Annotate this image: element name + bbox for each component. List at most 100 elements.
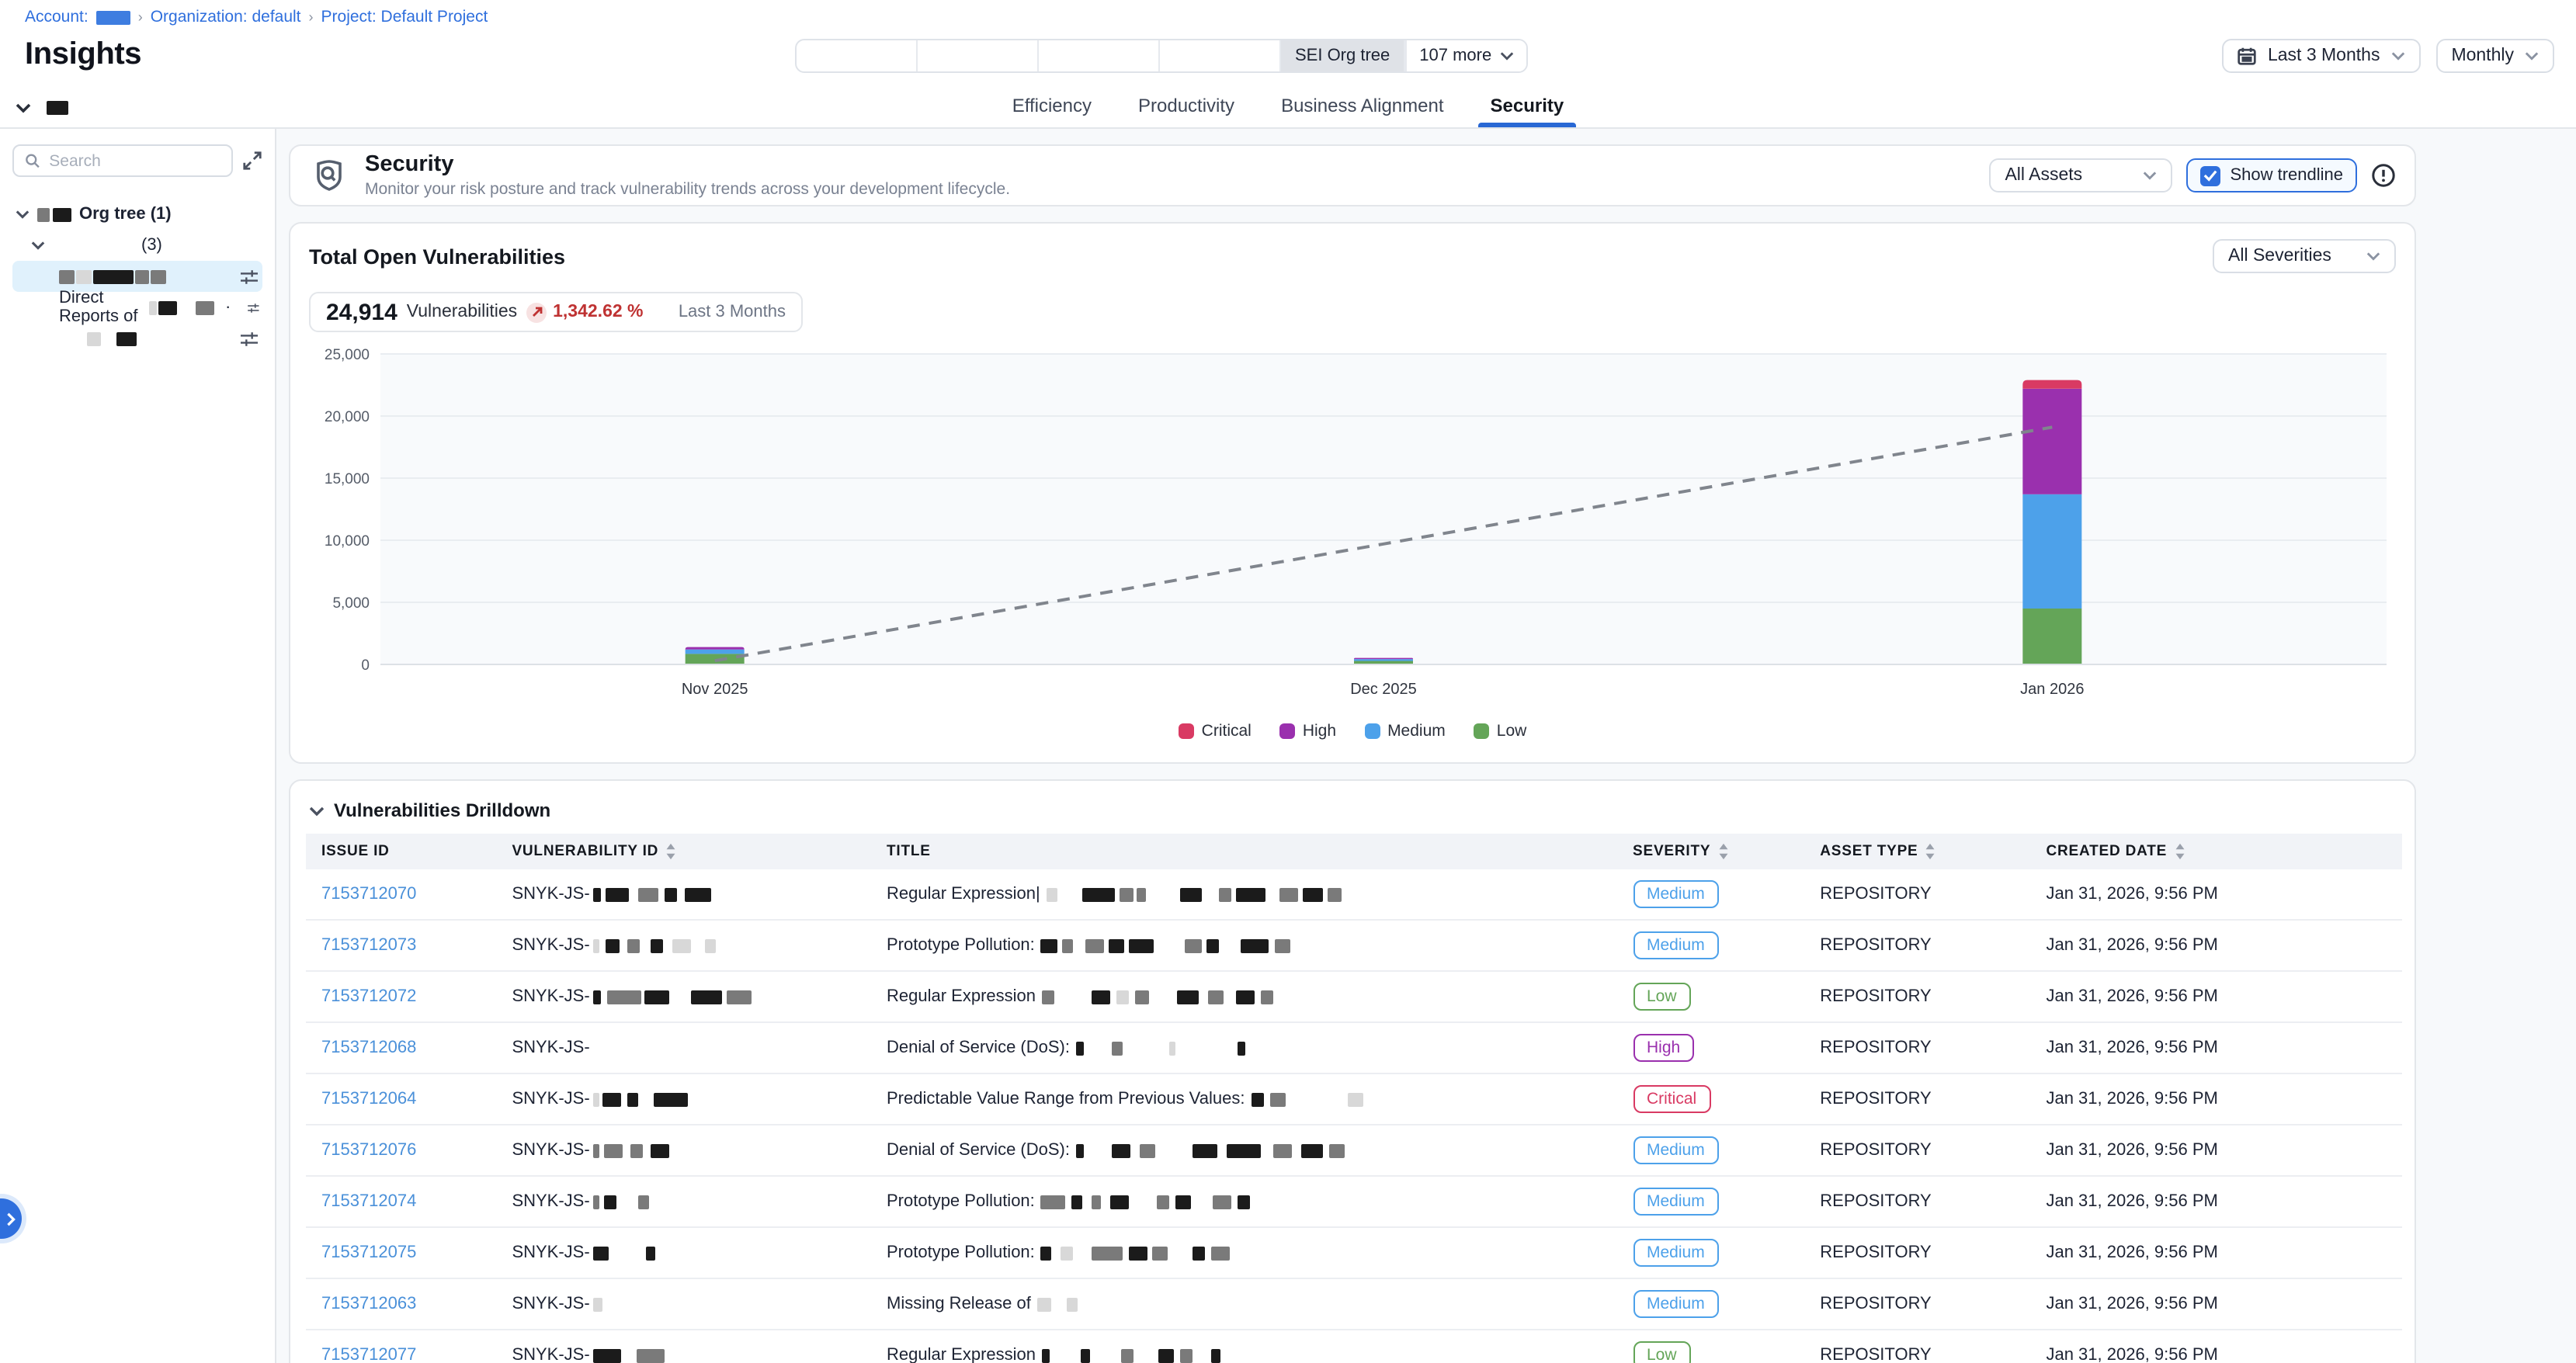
redacted-text — [195, 300, 214, 314]
assets-filter-select[interactable]: All Assets — [1989, 158, 2173, 192]
tree-node-direct-reports[interactable]: Direct Reports of · — [12, 289, 262, 326]
insight-tab-empty[interactable] — [1039, 40, 1160, 71]
redacted-text — [1227, 1143, 1261, 1158]
issue-id-link[interactable]: 7153712074 — [321, 1192, 417, 1211]
breadcrumb-project-link[interactable]: Project: Default Project — [321, 8, 488, 26]
sliders-icon[interactable] — [246, 299, 259, 316]
severity-filter-value: All Severities — [2228, 247, 2331, 265]
search-input[interactable] — [49, 151, 220, 170]
vulnerability-id-cell: SNYK-JS- — [496, 1124, 871, 1176]
sidebar-search[interactable] — [12, 144, 233, 177]
issue-id-link[interactable]: 7153712063 — [321, 1295, 417, 1313]
tree-node-selected[interactable] — [12, 261, 262, 292]
issue-id-link[interactable]: 7153712077 — [321, 1346, 417, 1363]
redacted-text — [1092, 1246, 1123, 1261]
redacted-text — [148, 300, 157, 314]
issue-id-link[interactable]: 7153712070 — [321, 885, 417, 903]
tab-business-alignment[interactable]: Business Alignment — [1281, 95, 1444, 116]
issue-id-link[interactable]: 7153712075 — [321, 1243, 417, 1262]
issue-id-link[interactable]: 7153712064 — [321, 1090, 417, 1108]
redacted-text — [1129, 1246, 1148, 1261]
sliders-icon[interactable] — [239, 268, 259, 285]
legend-item-high[interactable]: High — [1279, 722, 1336, 740]
redacted-text — [1129, 938, 1154, 953]
svg-text:5,000: 5,000 — [332, 595, 370, 612]
tab-security[interactable]: Security — [1477, 88, 1578, 127]
security-section-subtitle: Monitor your risk posture and track vuln… — [365, 179, 1011, 198]
expand-panel-icon[interactable] — [242, 151, 262, 171]
column-header-created-date[interactable]: CREATED DATE — [2030, 834, 2402, 869]
calendar-icon — [2238, 47, 2257, 65]
redacted-text — [650, 1143, 669, 1158]
redacted-text — [1116, 990, 1129, 1004]
insight-tab-empty[interactable] — [797, 40, 918, 71]
table-row: 7153712063 SNYK-JS- Missing Release of Medi… — [306, 1278, 2402, 1330]
tree-node-group[interactable]: (3) — [12, 230, 262, 261]
redacted-text — [690, 990, 722, 1004]
chevron-down-icon — [309, 806, 325, 816]
created-date-cell: Jan 31, 2026, 9:56 PM — [2030, 1073, 2402, 1125]
issue-id-link[interactable]: 7153712073 — [321, 936, 417, 955]
redacted-text — [1092, 990, 1110, 1004]
vulnerability-id-cell: SNYK-JS- — [496, 1226, 871, 1278]
legend-item-low[interactable]: Low — [1473, 722, 1526, 740]
tree-node-redacted — [87, 331, 137, 345]
tree-node-item[interactable] — [12, 323, 262, 354]
sort-icon[interactable] — [1717, 843, 1729, 860]
severity-badge: Medium — [1633, 1290, 1719, 1318]
chevron-right-icon — [7, 1212, 16, 1226]
severity-badge: Medium — [1633, 1239, 1719, 1267]
granularity-value: Monthly — [2451, 47, 2514, 65]
sort-icon[interactable] — [1925, 843, 1937, 860]
severity-badge: Low — [1633, 1341, 1691, 1363]
column-header-severity[interactable]: SEVERITY — [1617, 834, 1805, 869]
breadcrumb-account-link[interactable]: Account: — [25, 8, 89, 26]
svg-text:10,000: 10,000 — [325, 533, 370, 550]
issue-id-link[interactable]: 7153712076 — [321, 1141, 417, 1160]
table-row: 7153712075 SNYK-JS- Prototype Pollution: Me… — [306, 1226, 2402, 1278]
vulnerabilities-drilldown-card: Vulnerabilities Drilldown ISSUE ID VULNER… — [289, 779, 2416, 1363]
redacted-text — [1235, 887, 1265, 902]
sliders-icon[interactable] — [239, 330, 259, 347]
drilldown-collapse-header[interactable]: Vulnerabilities Drilldown — [306, 793, 2399, 834]
redacted-text — [664, 887, 677, 902]
insight-tab-sei-org-tree[interactable]: SEI Org tree — [1281, 40, 1406, 71]
chevron-down-icon — [16, 210, 30, 219]
org-tree-prefix-redacted — [37, 207, 71, 221]
checkbox-checked-icon[interactable] — [2200, 165, 2221, 186]
tree-node-org-tree[interactable]: Org tree (1) — [12, 199, 262, 230]
issue-id-link[interactable]: 7153712072 — [321, 987, 417, 1006]
date-range-select[interactable]: Last 3 Months — [2222, 39, 2421, 73]
sort-icon[interactable] — [2173, 843, 2185, 860]
chevron-down-icon — [31, 241, 45, 250]
page-title: Insights — [25, 37, 142, 71]
issue-id-link[interactable]: 7153712068 — [321, 1039, 417, 1057]
breadcrumb: Account: › Organization: default › Proje… — [25, 8, 488, 26]
main-content: Security Monitor your risk posture and t… — [276, 129, 2576, 1363]
insight-tab-empty[interactable] — [1160, 40, 1281, 71]
redacted-text — [592, 1092, 599, 1107]
redacted-text — [1213, 1195, 1232, 1209]
breadcrumb-organization-link[interactable]: Organization: default — [150, 8, 301, 26]
sort-icon[interactable] — [665, 843, 677, 860]
granularity-select[interactable]: Monthly — [2435, 39, 2554, 73]
redacted-text — [726, 990, 752, 1004]
severity-filter-select[interactable]: All Severities — [2213, 239, 2396, 273]
column-header-asset-type[interactable]: ASSET TYPE — [1804, 834, 2031, 869]
tab-efficiency[interactable]: Efficiency — [1012, 95, 1092, 116]
legend-item-medium[interactable]: Medium — [1364, 722, 1446, 740]
info-icon[interactable] — [2371, 163, 2396, 188]
insight-tab-empty[interactable] — [918, 40, 1039, 71]
trend-up-arrow-icon — [526, 302, 547, 322]
asset-type-cell: REPOSITORY — [1804, 1329, 2031, 1363]
tab-productivity[interactable]: Productivity — [1138, 95, 1235, 116]
legend-item-critical[interactable]: Critical — [1178, 722, 1252, 740]
show-trendline-toggle[interactable]: Show trendline — [2186, 158, 2357, 192]
redacted-text — [1261, 990, 1273, 1004]
redacted-text — [1046, 887, 1057, 902]
redacted-text — [1273, 1143, 1292, 1158]
column-header-vulnerability-id[interactable]: VULNERABILITY ID — [496, 834, 871, 869]
more-insights-dropdown[interactable]: 107 more — [1405, 40, 1526, 71]
sidebar-collapse-header[interactable] — [0, 87, 276, 127]
redacted-text — [1302, 887, 1323, 902]
